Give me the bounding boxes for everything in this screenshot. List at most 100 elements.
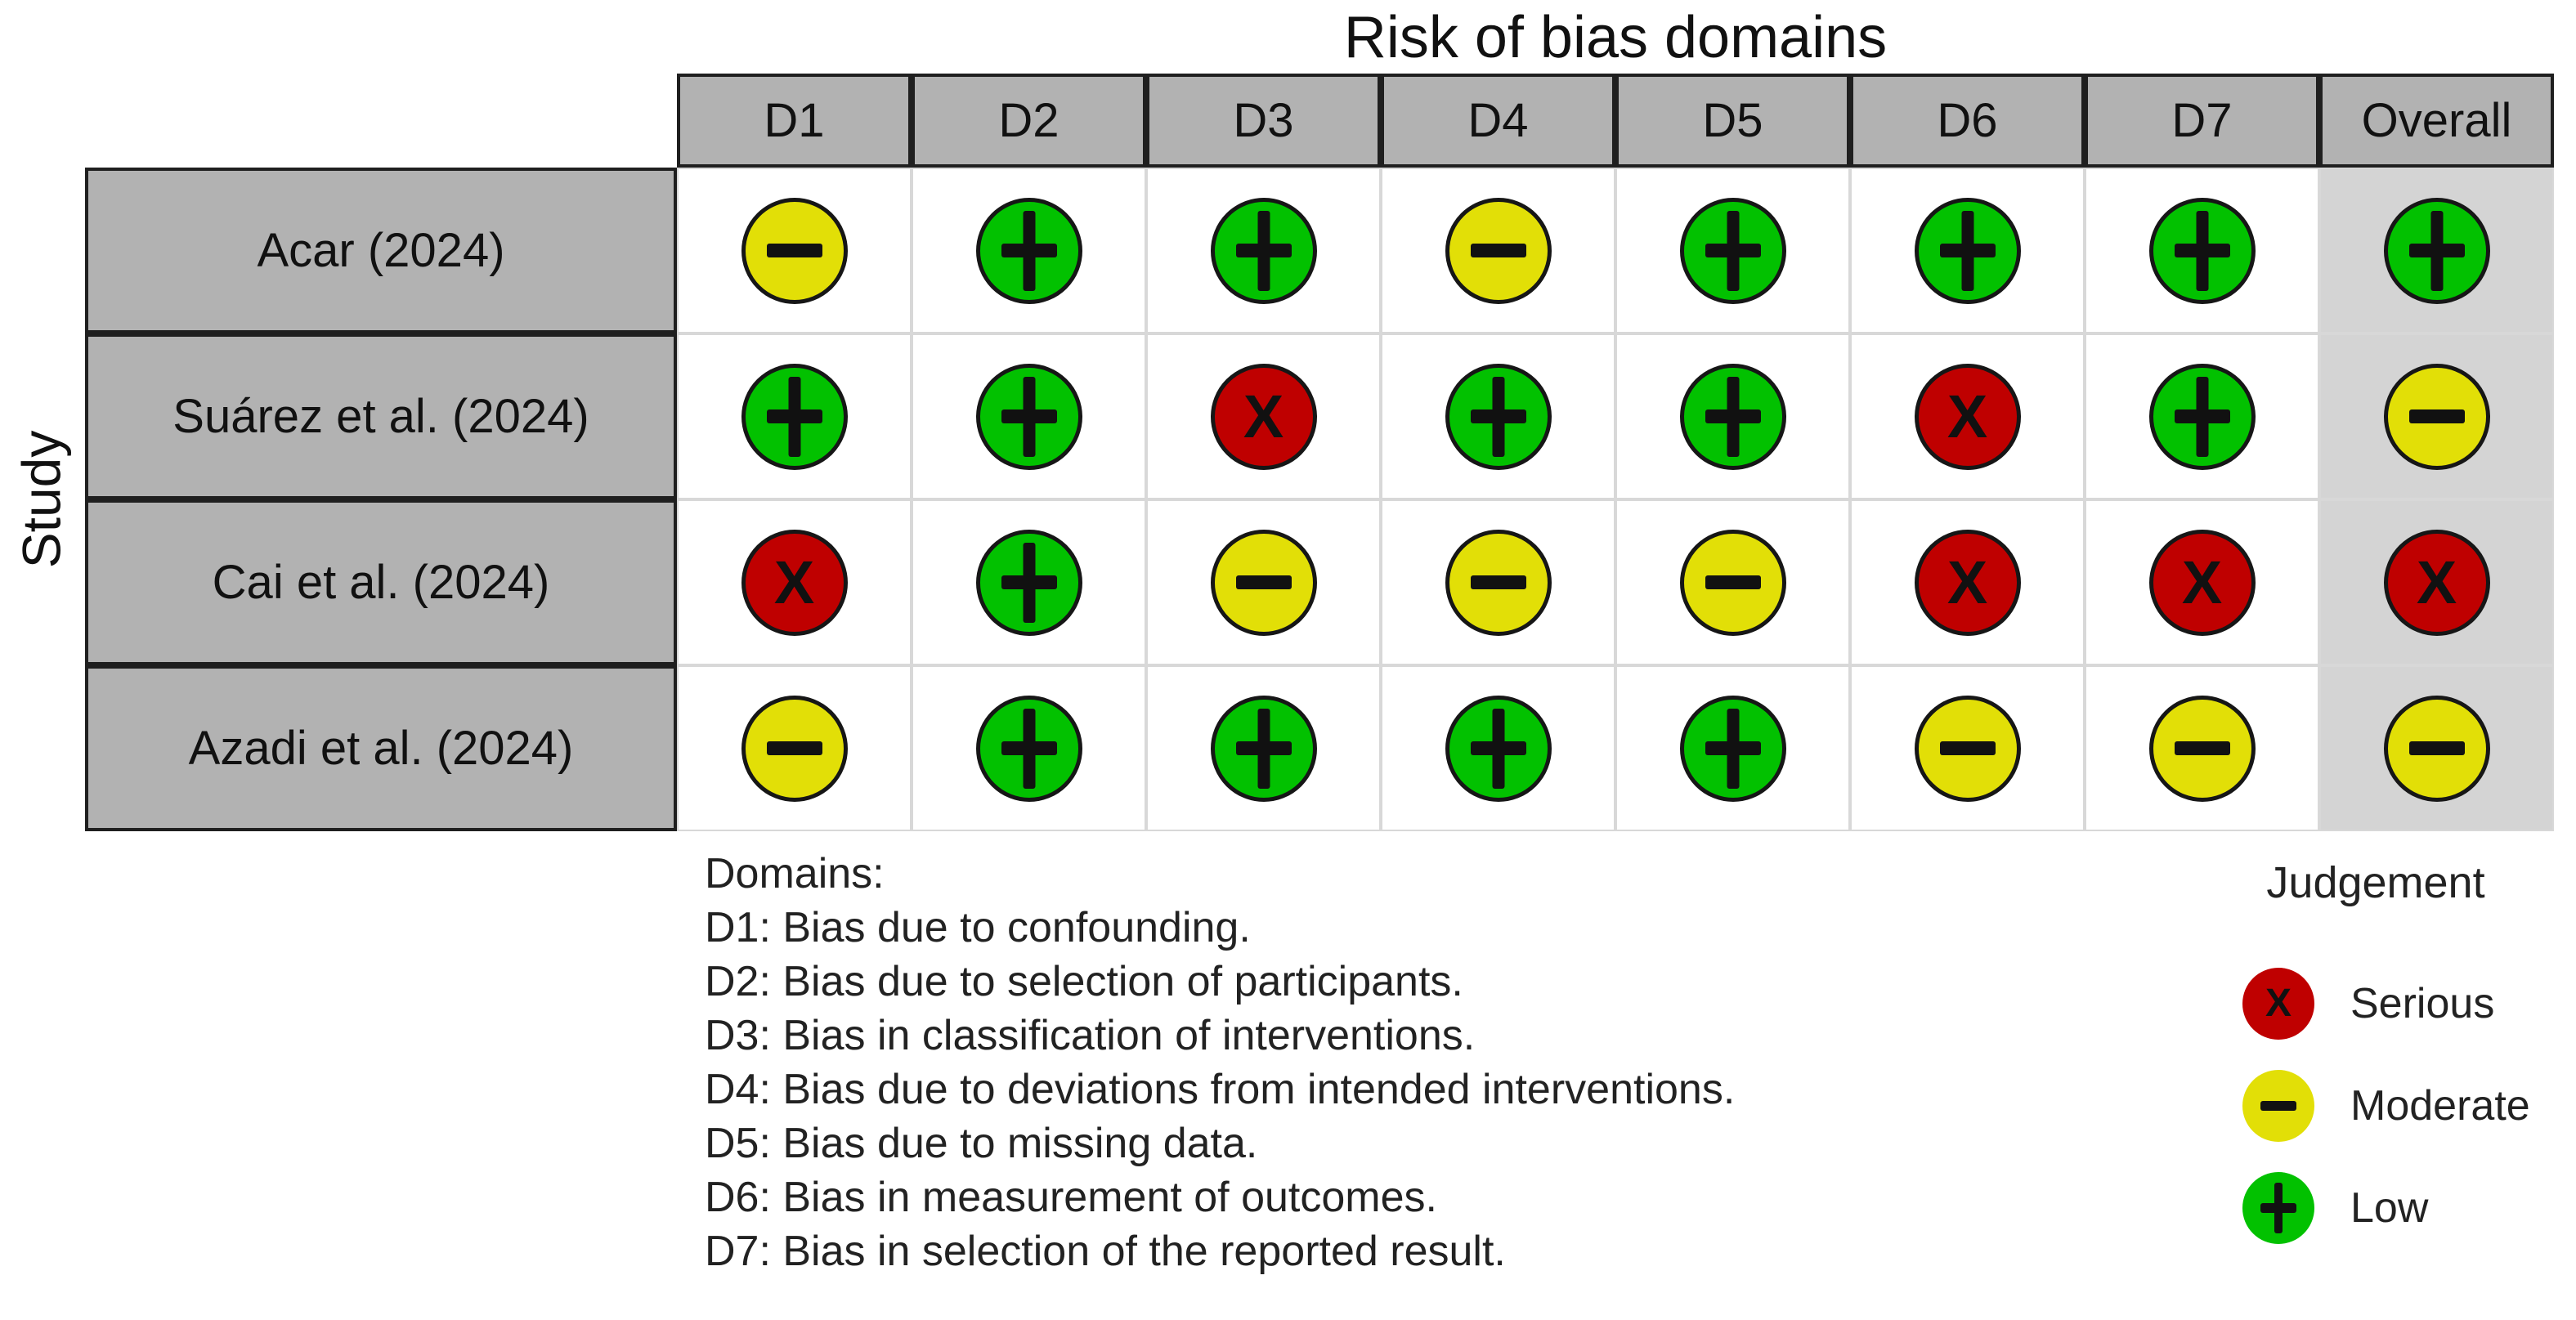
minus-icon (2260, 1101, 2296, 1111)
minus-icon (766, 244, 822, 257)
low-judgement-circle-icon (1210, 197, 1317, 304)
rating-cell-d1-row3: X (677, 499, 912, 665)
serious-judgement-circle-icon: X (1914, 529, 2021, 636)
x-icon: X (1947, 382, 1988, 450)
moderate-judgement-circle-icon (1679, 529, 1786, 636)
column-header-d3: D3 (1146, 74, 1381, 168)
rating-cell-d1-row1 (677, 168, 912, 333)
domain-definition-d2: D2: Bias due to selection of participant… (705, 958, 1463, 1005)
low-judgement-circle-icon (1679, 363, 1786, 470)
rating-cell-d2-row1 (912, 168, 1146, 333)
low-judgement-circle-icon (2148, 197, 2256, 304)
plus-icon (2196, 210, 2208, 291)
x-icon: X (1947, 548, 1988, 616)
low-judgement-circle-icon (975, 529, 1082, 636)
rating-cell-d2-row4 (912, 665, 1146, 831)
low-judgement-circle-icon (2148, 363, 2256, 470)
column-header-d5: D5 (1615, 74, 1850, 168)
rating-cell-d1-row2 (677, 333, 912, 499)
moderate-judgement-circle-icon (1210, 529, 1317, 636)
domain-definition-d6: D6: Bias in measurement of outcomes. (705, 1174, 1437, 1221)
plus-icon (2274, 1183, 2283, 1233)
rating-cell-overall-row3: X (2319, 499, 2554, 665)
study-label-row1: Acar (2024) (85, 168, 677, 333)
rating-cell-overall-row1 (2319, 168, 2554, 333)
minus-icon (1939, 741, 1996, 755)
column-header-overall: Overall (2319, 74, 2554, 168)
low-judgement-circle-icon (975, 695, 1082, 802)
legend-entry-low: Low (2242, 1172, 2556, 1244)
rating-cell-d5-row2 (1615, 333, 1850, 499)
legend-entry-moderate: Moderate (2242, 1070, 2556, 1142)
rating-cell-d2-row2 (912, 333, 1146, 499)
serious-judgement-circle-icon: X (1210, 363, 1317, 470)
serious-judgement-circle-icon: X (1914, 363, 2021, 470)
legend-title: Judgement (2266, 858, 2485, 907)
minus-icon (2174, 741, 2230, 755)
rating-cell-d6-row4 (1850, 665, 2085, 831)
x-icon: X (2416, 548, 2457, 616)
domain-definition-d3: D3: Bias in classification of interventi… (705, 1012, 1476, 1059)
plus-icon (2430, 210, 2443, 291)
legend-label-moderate: Moderate (2350, 1082, 2530, 1130)
chart-title: Risk of bias domains (1343, 5, 1888, 70)
low-judgement-circle-icon (2383, 197, 2490, 304)
study-label-row4: Azadi et al. (2024) (85, 665, 677, 831)
domain-definition-d4: D4: Bias due to deviations from intended… (705, 1066, 1736, 1113)
plus-icon (1257, 210, 1270, 291)
column-header-d4: D4 (1381, 74, 1615, 168)
footnote-heading: Domains: (705, 850, 885, 897)
legend-entry-serious: X Serious (2242, 968, 2556, 1040)
traffic-light-table: D1 D2 D3 D4 D5 D6 D7 Overall Acar (2024) Suárez e… (85, 74, 2554, 831)
moderate-judgement-circle-icon (1914, 695, 2021, 802)
minus-icon (2408, 409, 2465, 423)
low-judgement-circle-icon (1679, 197, 1786, 304)
rating-cell-d1-row4 (677, 665, 912, 831)
plus-icon (1492, 708, 1504, 789)
legend-label-low: Low (2350, 1184, 2429, 1232)
rating-cell-d6-row1 (1850, 168, 2085, 333)
plus-icon (1727, 708, 1739, 789)
low-judgement-circle-icon (1914, 197, 2021, 304)
minus-icon (2408, 741, 2465, 755)
domain-definition-d5: D5: Bias due to missing data. (705, 1120, 1258, 1167)
column-header-d7: D7 (2085, 74, 2319, 168)
y-axis-label: Study (11, 430, 71, 569)
serious-judgement-circle-icon: X (741, 529, 848, 636)
y-axis-label-container: Study (0, 168, 82, 831)
column-header-d2: D2 (912, 74, 1146, 168)
moderate-judgement-circle-icon (2383, 695, 2490, 802)
serious-judgement-circle-icon: X (2383, 529, 2490, 636)
serious-judgement-circle-icon: X (2242, 968, 2314, 1040)
rating-cell-overall-row4 (2319, 665, 2554, 831)
plus-icon (1727, 376, 1739, 457)
low-judgement-circle-icon (741, 363, 848, 470)
low-judgement-circle-icon (1679, 695, 1786, 802)
moderate-judgement-circle-icon (741, 695, 848, 802)
rating-cell-d7-row4 (2085, 665, 2319, 831)
plus-icon (1257, 708, 1270, 789)
rating-cell-d3-row2: X (1146, 333, 1381, 499)
moderate-judgement-circle-icon (1445, 197, 1552, 304)
rating-cell-d3-row3 (1146, 499, 1381, 665)
low-judgement-circle-icon (975, 363, 1082, 470)
rating-cell-d4-row3 (1381, 499, 1615, 665)
serious-judgement-circle-icon: X (2148, 529, 2256, 636)
low-judgement-circle-icon (1445, 363, 1552, 470)
moderate-judgement-circle-icon (1445, 529, 1552, 636)
domain-definition-d1: D1: Bias due to confounding. (705, 904, 1251, 951)
rating-cell-d7-row2 (2085, 333, 2319, 499)
domains-footnote: Domains: D1: Bias due to confounding. D2:… (705, 847, 1735, 1278)
rating-cell-d3-row1 (1146, 168, 1381, 333)
moderate-judgement-circle-icon (2242, 1070, 2314, 1142)
x-icon: X (1243, 382, 1284, 450)
plus-icon (1023, 210, 1035, 291)
plus-icon (2196, 376, 2208, 457)
minus-icon (1235, 575, 1292, 589)
rating-cell-d4-row4 (1381, 665, 1615, 831)
rating-cell-d2-row3 (912, 499, 1146, 665)
domain-definition-d7: D7: Bias in selection of the reported re… (705, 1228, 1506, 1275)
rating-cell-overall-row2 (2319, 333, 2554, 499)
rating-cell-d7-row3: X (2085, 499, 2319, 665)
minus-icon (766, 741, 822, 755)
